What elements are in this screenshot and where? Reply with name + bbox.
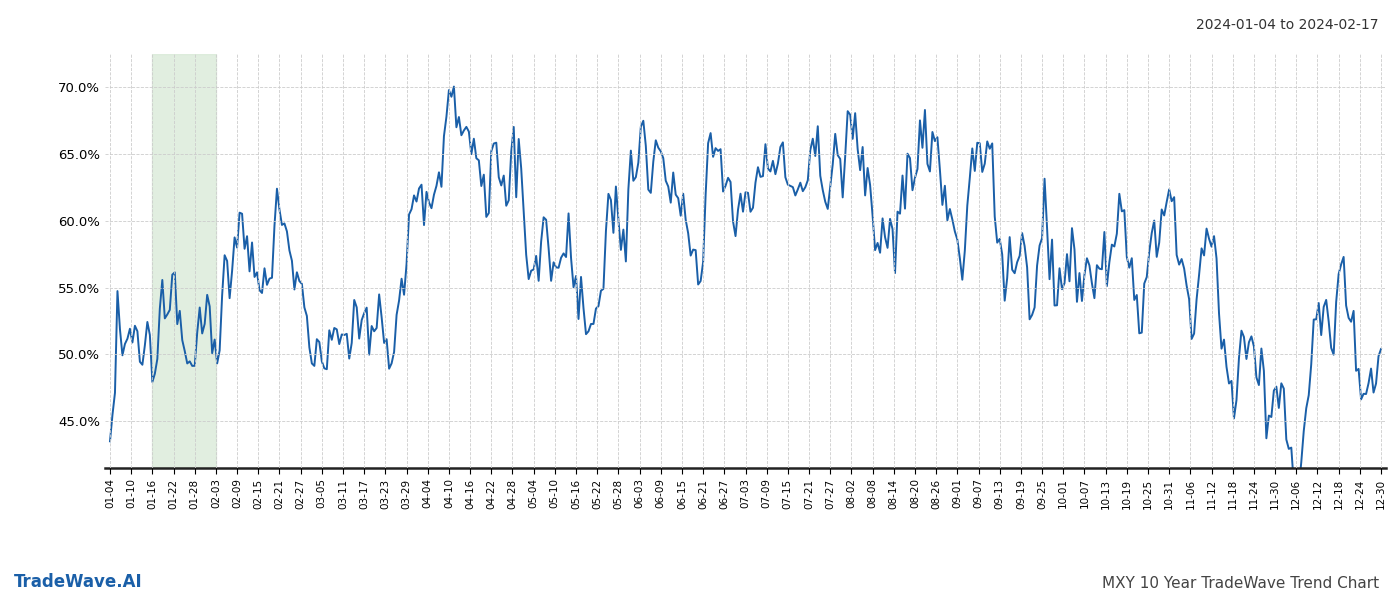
Text: MXY 10 Year TradeWave Trend Chart: MXY 10 Year TradeWave Trend Chart [1102, 576, 1379, 591]
Text: 2024-01-04 to 2024-02-17: 2024-01-04 to 2024-02-17 [1197, 18, 1379, 32]
Bar [153, 54, 216, 468]
Text: TradeWave.AI: TradeWave.AI [14, 573, 143, 591]
